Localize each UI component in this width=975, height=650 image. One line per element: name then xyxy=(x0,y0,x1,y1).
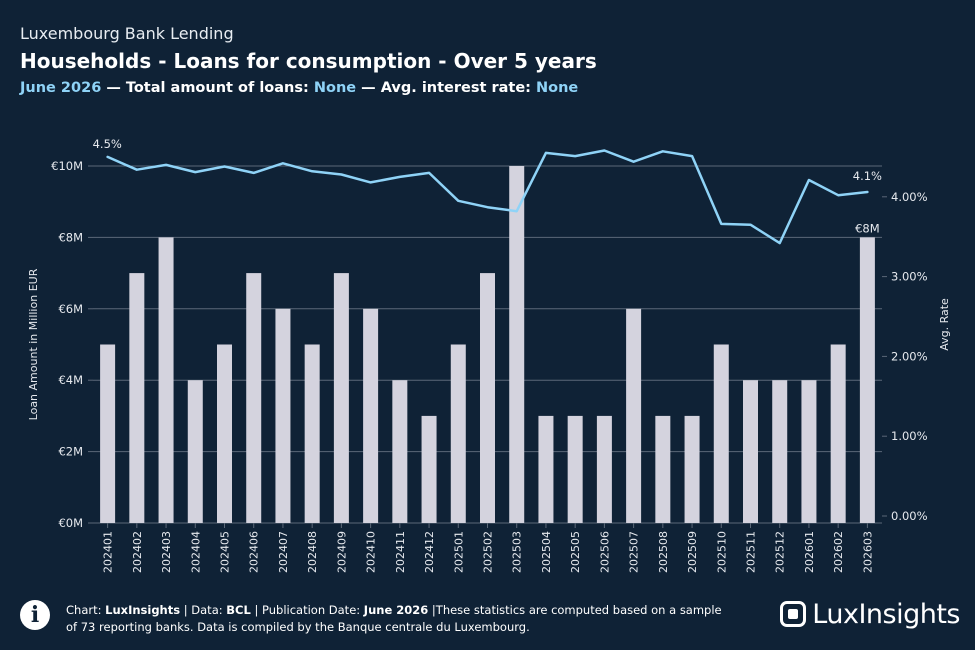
x-tick-label: 202409 xyxy=(335,531,348,573)
y-tick-label: €4M xyxy=(58,373,83,387)
bar-202501 xyxy=(450,344,466,523)
methodology-note: |These statistics are computed based on … xyxy=(66,603,722,634)
x-tick-label: 202508 xyxy=(657,531,670,573)
y-axis-title: Loan Amount in Million EUR xyxy=(27,268,40,420)
bar-202505 xyxy=(567,415,583,523)
info-icon[interactable]: i xyxy=(20,600,50,630)
y2-tick-label: 2.00% xyxy=(891,349,928,363)
bar-202404 xyxy=(187,380,203,523)
x-tick-label: 202512 xyxy=(774,531,787,573)
y-tick-label: €10M xyxy=(51,159,83,173)
y2-tick-label: 0.00% xyxy=(891,509,928,523)
bar-202409 xyxy=(333,273,349,523)
bar-202602 xyxy=(830,344,846,523)
bar-202406 xyxy=(246,273,262,523)
logo-text: LuxInsights xyxy=(812,598,960,630)
bar-202407 xyxy=(275,308,291,523)
bar-202412 xyxy=(421,415,437,523)
line-last-label: 4.1% xyxy=(853,169,882,183)
x-tick-label: 202405 xyxy=(219,531,232,573)
bar-202511 xyxy=(743,380,758,523)
x-tick-label: 202504 xyxy=(540,531,553,573)
luxinsights-logo: LuxInsights xyxy=(780,598,960,630)
x-tick-label: 202509 xyxy=(686,531,699,573)
bar-202410 xyxy=(363,308,379,523)
x-tick-label: 202603 xyxy=(861,531,874,573)
x-tick-label: 202602 xyxy=(832,531,845,573)
chart-credit-source: LuxInsights xyxy=(105,603,181,617)
x-tick-label: 202402 xyxy=(131,531,144,573)
x-tick-label: 202510 xyxy=(715,531,728,573)
bar-202405 xyxy=(217,344,232,523)
x-tick-label: 202412 xyxy=(423,531,436,573)
bar-202603 xyxy=(859,237,875,523)
rate-label: — Avg. interest rate: xyxy=(356,80,537,96)
y2-axis-title: Avg. Rate xyxy=(938,298,951,351)
x-tick-label: 202503 xyxy=(511,531,524,573)
x-tick-label: 202505 xyxy=(569,531,582,573)
bar-202408 xyxy=(304,344,320,523)
bar-202401 xyxy=(100,344,116,523)
bar-202510 xyxy=(713,344,729,523)
x-tick-label: 202501 xyxy=(452,531,465,573)
chart-credit-label: Chart: xyxy=(66,603,106,617)
x-tick-label: 202507 xyxy=(628,531,641,573)
publication-label: | Publication Date: xyxy=(250,603,364,617)
chart-eyebrow: Luxembourg Bank Lending xyxy=(20,24,234,43)
footnote: Chart: LuxInsights | Data: BCL | Publica… xyxy=(66,602,726,636)
bar-last-label: €8M xyxy=(855,221,880,235)
bar-202601 xyxy=(801,380,817,523)
rate-value: None xyxy=(536,80,579,96)
publication-date: June 2026 xyxy=(363,603,429,617)
x-tick-label: 202408 xyxy=(306,531,319,573)
bar-202508 xyxy=(655,415,671,523)
y-tick-label: €6M xyxy=(58,302,83,316)
x-tick-label: 202403 xyxy=(160,531,173,573)
x-tick-label: 202406 xyxy=(248,531,261,573)
chart-subtitle: June 2026 — Total amount of loans: None … xyxy=(20,78,955,98)
bar-202503 xyxy=(509,166,525,523)
period-value: June 2026 xyxy=(20,80,102,96)
x-tick-label: 202410 xyxy=(365,531,378,573)
bar-202502 xyxy=(480,273,495,523)
x-tick-label: 202502 xyxy=(482,531,495,573)
y-tick-label: €2M xyxy=(58,445,83,459)
x-tick-label: 202511 xyxy=(745,531,758,573)
bar-202512 xyxy=(772,380,788,523)
y-tick-label: €0M xyxy=(58,516,83,530)
line-first-label: 4.5% xyxy=(93,137,122,151)
y2-tick-label: 3.00% xyxy=(891,270,928,284)
y-tick-label: €8M xyxy=(58,230,83,244)
x-tick-label: 202401 xyxy=(102,531,115,573)
bar-202506 xyxy=(596,415,612,523)
x-tick-label: 202404 xyxy=(189,531,202,573)
bar-202403 xyxy=(158,237,174,523)
bar-202402 xyxy=(129,273,145,523)
bar-202507 xyxy=(626,308,642,523)
bar-202509 xyxy=(684,415,700,523)
bar-202411 xyxy=(392,380,408,523)
data-credit-source: BCL xyxy=(226,603,251,617)
logo-mark-icon xyxy=(780,601,807,627)
combo-chart: €0M €2M €4M €6M €8M €10M 0.00% 1.00% 2.00% 3.00% 4… xyxy=(27,137,951,573)
data-credit-label: | Data: xyxy=(180,603,227,617)
rate-line xyxy=(106,149,869,245)
y2-tick-label: 4.00% xyxy=(891,190,928,204)
x-tick-label: 202411 xyxy=(394,531,407,573)
total-value: None xyxy=(313,80,357,96)
total-label: — Total amount of loans: xyxy=(101,80,314,96)
chart-header: Luxembourg Bank Lending Households - Loa… xyxy=(20,24,955,98)
y2-tick-label: 1.00% xyxy=(891,429,928,443)
x-tick-label: 202506 xyxy=(598,531,611,573)
bar-202504 xyxy=(538,415,554,523)
x-tick-label: 202407 xyxy=(277,531,290,573)
chart-title: Households - Loans for consumption - Ove… xyxy=(20,49,597,73)
footer: i Chart: LuxInsights | Data: BCL | Publi… xyxy=(20,598,960,642)
x-tick-label: 202601 xyxy=(803,531,816,573)
